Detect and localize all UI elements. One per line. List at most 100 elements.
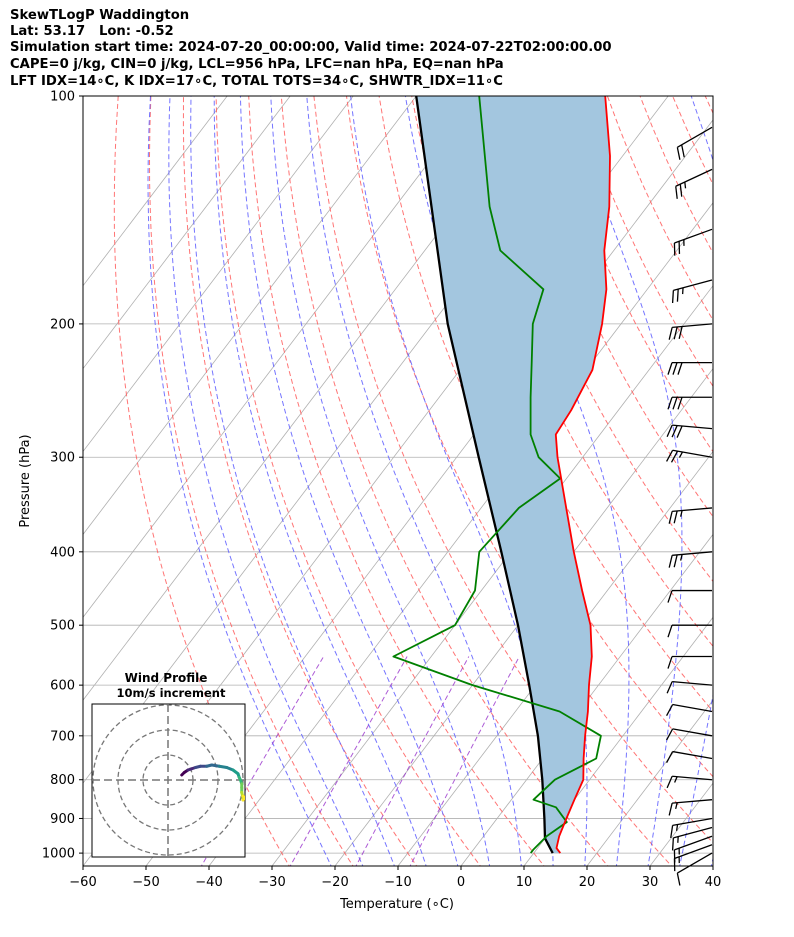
barb-half-flag <box>675 824 679 831</box>
barb-staff <box>672 775 713 781</box>
moist-adiabat <box>147 96 332 866</box>
barb-flag <box>666 704 674 716</box>
wind-barb <box>666 775 713 789</box>
barb-flag <box>667 624 673 638</box>
barb-flag <box>668 327 673 340</box>
wind-barb <box>666 681 713 694</box>
wind-barb <box>670 817 713 839</box>
isotherm-line <box>334 367 713 866</box>
barb-flag <box>667 362 673 375</box>
moist-adiabat <box>475 96 630 866</box>
x-tick-label: −40 <box>195 875 222 890</box>
barb-flag <box>670 450 679 463</box>
barb-flag <box>675 186 678 199</box>
barb-flag <box>676 289 679 302</box>
wind-barb <box>666 449 713 463</box>
barb-half-flag <box>674 776 678 783</box>
barb-staff <box>672 323 713 329</box>
dry-adiabat <box>280 96 609 866</box>
barb-flag <box>671 837 675 851</box>
location-line: Lat: 53.17 Lon: -0.52 <box>10 24 174 39</box>
axes: −60 −50 −40 −30 −20 −10 0 10 20 30 40 100 200 300 400 5… <box>42 90 721 891</box>
barb-flag <box>666 681 673 694</box>
wind-barb <box>667 624 712 638</box>
barb-flag <box>667 590 673 603</box>
mixing-ratio-line <box>200 656 325 866</box>
dry-adiabat <box>313 96 673 866</box>
dry-adiabat <box>770 96 794 869</box>
barb-flag <box>672 397 678 410</box>
dewpoint-line <box>392 96 602 854</box>
barb-staff <box>672 507 713 513</box>
wind-barb <box>671 279 713 304</box>
dry-adiabat <box>113 96 290 866</box>
isotherm-line <box>774 93 794 869</box>
barb-flag <box>668 803 673 816</box>
y-tick-label: 800 <box>50 773 75 788</box>
time-line: Simulation start time: 2024-07-20_00:00:… <box>10 40 612 55</box>
hodograph-segment <box>241 796 245 802</box>
barb-staff <box>673 826 713 839</box>
wind-barb <box>671 826 713 851</box>
y-axis-label: Pressure (hPa) <box>18 434 33 527</box>
y-tick-label: 100 <box>50 90 75 105</box>
moist-adiabat <box>168 96 364 866</box>
barb-flag <box>666 775 673 789</box>
barb-flag <box>677 397 683 410</box>
moist-adiabat <box>710 856 713 866</box>
y-tick-label: 400 <box>50 545 75 560</box>
isotherm-line <box>523 616 713 866</box>
barb-flag <box>666 424 673 437</box>
wind-barbs <box>666 126 713 886</box>
barb-staff <box>673 279 713 291</box>
y-tick-label: 200 <box>50 317 75 332</box>
barb-flag <box>666 728 674 741</box>
barb-flag <box>681 144 685 158</box>
barb-staff <box>672 728 713 737</box>
barb-flag <box>671 425 678 438</box>
barb-flag <box>672 362 678 375</box>
wind-barb <box>667 361 712 375</box>
dry-adiabat <box>248 96 545 866</box>
indices-line-1: CAPE=0 j/kg, CIN=0 j/kg, LCL=956 hPa, LF… <box>10 57 504 72</box>
wind-barb <box>667 655 712 669</box>
wind-barb <box>675 168 713 199</box>
hodograph: Wind Profile 10m/s increment <box>91 671 246 858</box>
barb-flag <box>679 184 683 197</box>
cape-area <box>416 96 610 854</box>
x-axis-label: Temperature (∘C) <box>339 897 454 912</box>
wind-barb <box>668 323 713 340</box>
barb-staff <box>677 126 713 148</box>
dry-adiabat <box>509 96 713 518</box>
y-tick-label: 700 <box>50 729 75 744</box>
barb-staff <box>672 681 713 686</box>
hodograph-body <box>92 704 245 857</box>
x-tick-label: −20 <box>321 875 348 890</box>
hodograph-subtitle: 10m/s increment <box>117 686 226 700</box>
isotherm-line <box>271 285 713 866</box>
isotherm-line <box>397 450 713 866</box>
isotherm-line <box>83 96 417 536</box>
barb-flag <box>676 147 681 160</box>
x-tick-label: −30 <box>258 875 285 890</box>
x-tick-label: −50 <box>132 875 159 890</box>
barb-staff <box>672 817 713 827</box>
barb-flag <box>676 425 683 438</box>
y-tick-label: 900 <box>50 812 75 827</box>
barb-flag <box>673 554 678 568</box>
indices-line-2: LFT IDX=14∘C, K IDX=17∘C, TOTAL TOTS=34∘… <box>10 74 503 89</box>
x-tick-label: 20 <box>579 875 596 890</box>
y-tick-label: 300 <box>50 451 75 466</box>
barb-flag <box>666 449 674 462</box>
barb-staff <box>672 424 713 430</box>
wind-barb <box>667 589 712 603</box>
barb-flag <box>668 555 673 568</box>
x-tick-label: −10 <box>384 875 411 890</box>
barb-flag <box>676 872 681 886</box>
parcel-line <box>415 96 554 854</box>
background-lines <box>83 93 794 869</box>
wind-barb <box>666 703 713 716</box>
barb-staff <box>672 551 713 556</box>
wind-barb <box>666 728 713 741</box>
wind-barb <box>673 228 713 256</box>
